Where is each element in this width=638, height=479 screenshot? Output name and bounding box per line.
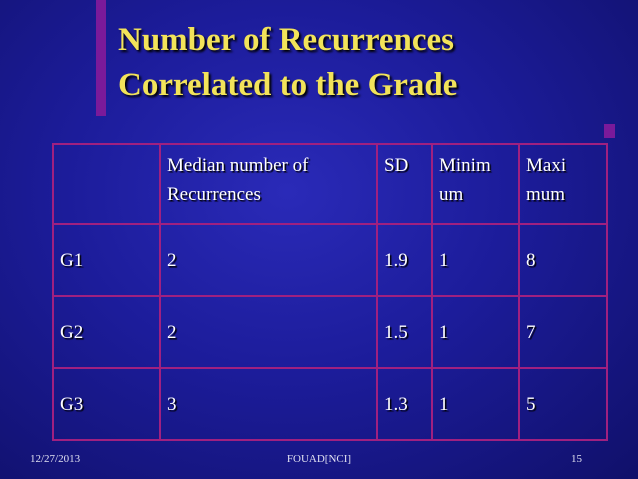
table-cell: 3 <box>159 367 378 441</box>
table-cell: 7 <box>518 295 608 369</box>
table-cell: 1 <box>431 295 520 369</box>
title: Number of Recurrences Correlated to the … <box>118 18 457 108</box>
footer-author: FOUAD[NCI] <box>286 453 352 465</box>
table-cell: 2 <box>159 223 378 297</box>
footer-date: 12/27/2013 <box>30 453 81 465</box>
decor-square <box>604 124 615 138</box>
table: Median number of Recurrences SD Minim um Ma… <box>52 143 608 441</box>
header-cell: Median number of Recurrences <box>159 143 378 225</box>
table-cell: 5 <box>518 367 608 441</box>
title-line: Correlated to the Grade <box>118 67 458 103</box>
header-cell: Maxi mum <box>518 143 608 225</box>
header-cell <box>52 143 161 225</box>
table-cell: 2 <box>159 295 378 369</box>
table-cell: 1 <box>431 223 520 297</box>
table-row: G2 2 1.5 1 7 <box>52 295 608 369</box>
decor-bar <box>96 0 106 116</box>
table-row: G1 2 1.9 1 8 <box>52 223 608 297</box>
table-cell: 8 <box>518 223 608 297</box>
header-row: Median number of Recurrences SD Minim um Ma… <box>52 143 608 225</box>
table-cell: 1.9 <box>376 223 433 297</box>
header-cell: Minim um <box>431 143 520 225</box>
table-cell: 1.3 <box>376 367 433 441</box>
table-cell: G2 <box>52 295 161 369</box>
footer-page: 15 <box>571 453 582 465</box>
table-cell: 1.5 <box>376 295 433 369</box>
table-cell: G3 <box>52 367 161 441</box>
table-cell: 1 <box>431 367 520 441</box>
table-row: G3 3 1.3 1 5 <box>52 367 608 441</box>
title-line: Number of Recurrences <box>118 22 455 58</box>
header-cell: SD <box>376 143 433 225</box>
table-cell: G1 <box>52 223 161 297</box>
